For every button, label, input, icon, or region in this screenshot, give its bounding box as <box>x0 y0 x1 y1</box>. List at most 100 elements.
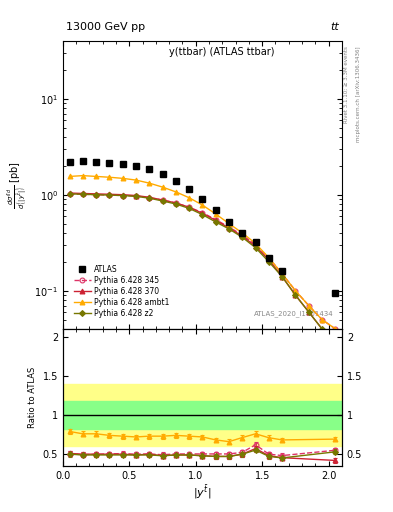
Pythia 6.428 ambt1 <box>94 174 99 180</box>
Pythia 6.428 ambt1 <box>67 174 72 180</box>
Pythia 6.428 370 <box>293 292 298 298</box>
Pythia 6.428 ambt1 <box>213 211 218 217</box>
Pythia 6.428 ambt1 <box>120 175 125 181</box>
Pythia 6.428 345 <box>227 224 231 230</box>
Text: mcplots.cern.ch [arXiv:1306.3436]: mcplots.cern.ch [arXiv:1306.3436] <box>356 46 361 142</box>
ATLAS <box>134 163 138 169</box>
Pythia 6.428 z2 <box>240 234 244 240</box>
Pythia 6.428 ambt1 <box>81 173 85 179</box>
Pythia 6.428 z2 <box>81 191 85 197</box>
Pythia 6.428 ambt1 <box>266 254 271 261</box>
Y-axis label: Ratio to ATLAS: Ratio to ATLAS <box>28 367 37 428</box>
Pythia 6.428 z2 <box>147 195 152 201</box>
ATLAS <box>280 268 285 274</box>
ATLAS <box>187 186 191 192</box>
Pythia 6.428 ambt1 <box>227 221 231 227</box>
ATLAS <box>200 196 205 202</box>
Text: Rivet 3.1.10; ≥ 3.3M events: Rivet 3.1.10; ≥ 3.3M events <box>344 46 349 123</box>
ATLAS <box>173 178 178 184</box>
ATLAS <box>266 254 271 261</box>
Pythia 6.428 ambt1 <box>173 189 178 195</box>
Pythia 6.428 z2 <box>293 292 298 298</box>
ATLAS <box>94 159 99 165</box>
Legend: ATLAS, Pythia 6.428 345, Pythia 6.428 370, Pythia 6.428 ambt1, Pythia 6.428 z2: ATLAS, Pythia 6.428 345, Pythia 6.428 37… <box>72 264 171 319</box>
Pythia 6.428 370 <box>333 338 338 344</box>
Pythia 6.428 ambt1 <box>134 177 138 183</box>
Pythia 6.428 z2 <box>333 338 338 344</box>
Line: ATLAS: ATLAS <box>66 158 338 296</box>
Pythia 6.428 z2 <box>94 191 99 198</box>
Bar <box>63 401 342 429</box>
Pythia 6.428 345 <box>134 193 138 199</box>
Pythia 6.428 370 <box>173 200 178 206</box>
X-axis label: $|y^{\bar{t}}|$: $|y^{\bar{t}}|$ <box>193 483 211 501</box>
Pythia 6.428 345 <box>280 271 285 277</box>
Pythia 6.428 z2 <box>120 193 125 199</box>
Pythia 6.428 370 <box>67 190 72 196</box>
Pythia 6.428 ambt1 <box>200 202 205 208</box>
Pythia 6.428 370 <box>94 191 99 197</box>
Pythia 6.428 345 <box>160 197 165 203</box>
Pythia 6.428 370 <box>147 194 152 200</box>
Pythia 6.428 345 <box>333 326 338 332</box>
Pythia 6.428 345 <box>293 288 298 294</box>
Pythia 6.428 ambt1 <box>320 316 324 323</box>
Pythia 6.428 z2 <box>213 219 218 225</box>
Text: 13000 GeV pp: 13000 GeV pp <box>66 23 145 32</box>
Pythia 6.428 z2 <box>266 259 271 265</box>
Pythia 6.428 ambt1 <box>333 326 338 332</box>
Pythia 6.428 370 <box>306 309 311 315</box>
Pythia 6.428 ambt1 <box>293 288 298 294</box>
Line: Pythia 6.428 z2: Pythia 6.428 z2 <box>68 192 337 343</box>
Pythia 6.428 z2 <box>320 326 324 332</box>
Pythia 6.428 370 <box>160 197 165 203</box>
ATLAS <box>67 159 72 165</box>
ATLAS <box>240 230 244 236</box>
Pythia 6.428 z2 <box>67 191 72 197</box>
Pythia 6.428 z2 <box>200 211 205 218</box>
ATLAS <box>253 239 258 245</box>
ATLAS <box>227 219 231 225</box>
ATLAS <box>147 166 152 172</box>
Pythia 6.428 z2 <box>227 226 231 232</box>
Pythia 6.428 345 <box>173 200 178 206</box>
Bar <box>63 383 342 446</box>
Text: ATLAS_2020_I1801434: ATLAS_2020_I1801434 <box>254 311 334 317</box>
Pythia 6.428 z2 <box>160 198 165 204</box>
ATLAS <box>120 161 125 167</box>
Pythia 6.428 z2 <box>280 273 285 280</box>
Text: y(ttbar) (ATLAS ttbar): y(ttbar) (ATLAS ttbar) <box>169 47 275 57</box>
Pythia 6.428 345 <box>67 191 72 197</box>
Pythia 6.428 345 <box>107 192 112 198</box>
Pythia 6.428 370 <box>187 204 191 210</box>
Pythia 6.428 370 <box>200 210 205 217</box>
Pythia 6.428 370 <box>81 190 85 197</box>
Y-axis label: $\frac{d\sigma^{fid}}{d\left\{|y^{\bar{t}}|\right\}}$ [pb]: $\frac{d\sigma^{fid}}{d\left\{|y^{\bar{t… <box>5 161 29 209</box>
Pythia 6.428 ambt1 <box>107 174 112 180</box>
Pythia 6.428 370 <box>320 326 324 332</box>
Pythia 6.428 370 <box>240 233 244 239</box>
Line: Pythia 6.428 370: Pythia 6.428 370 <box>67 190 338 343</box>
Pythia 6.428 345 <box>306 303 311 309</box>
Pythia 6.428 z2 <box>107 192 112 198</box>
Pythia 6.428 345 <box>213 217 218 223</box>
Pythia 6.428 z2 <box>134 194 138 200</box>
Pythia 6.428 370 <box>253 243 258 249</box>
Pythia 6.428 ambt1 <box>280 271 285 277</box>
Pythia 6.428 370 <box>134 193 138 199</box>
Pythia 6.428 370 <box>213 217 218 223</box>
Pythia 6.428 345 <box>240 232 244 238</box>
Pythia 6.428 ambt1 <box>253 241 258 247</box>
Pythia 6.428 345 <box>81 191 85 197</box>
Pythia 6.428 345 <box>94 191 99 198</box>
Pythia 6.428 370 <box>120 191 125 198</box>
ATLAS <box>213 206 218 212</box>
Pythia 6.428 345 <box>266 254 271 261</box>
Pythia 6.428 ambt1 <box>306 303 311 309</box>
Pythia 6.428 370 <box>280 273 285 280</box>
ATLAS <box>107 160 112 166</box>
ATLAS <box>333 290 338 296</box>
Line: Pythia 6.428 345: Pythia 6.428 345 <box>67 191 338 331</box>
Pythia 6.428 z2 <box>253 245 258 251</box>
Pythia 6.428 z2 <box>187 205 191 211</box>
